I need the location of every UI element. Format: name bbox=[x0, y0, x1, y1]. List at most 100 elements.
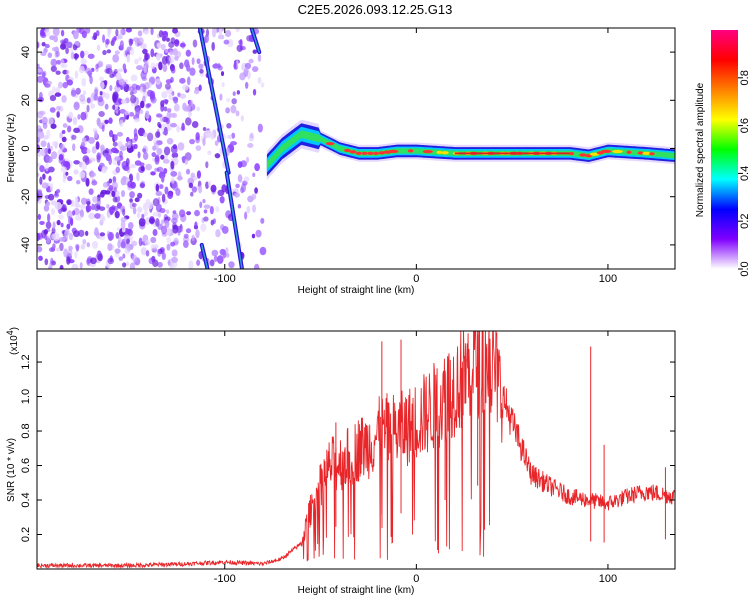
spectrogram-speckle bbox=[112, 54, 120, 63]
spectrogram-speckle bbox=[53, 232, 60, 241]
spectrogram-speckle bbox=[138, 56, 142, 62]
spectrogram-speckle bbox=[252, 172, 256, 178]
spectrogram-hotspot bbox=[355, 151, 362, 155]
spectrogram-speckle bbox=[171, 256, 178, 263]
spectrogram-speckle bbox=[161, 55, 168, 65]
spectrogram-speckle bbox=[114, 248, 121, 254]
spectrogram-speckle bbox=[104, 148, 110, 155]
spectrogram-speckle bbox=[122, 253, 126, 259]
spectrogram-speckle bbox=[66, 125, 72, 133]
spectrogram-speckle bbox=[187, 177, 195, 185]
spectrogram-speckle bbox=[93, 86, 99, 95]
snr-y-tick-label: 1.2 bbox=[20, 354, 32, 369]
spectrogram-speckle bbox=[248, 58, 254, 64]
spectrogram-speckle bbox=[59, 58, 65, 68]
spectrogram-speckle bbox=[37, 232, 41, 242]
spectrogram-y-tick-label: 40 bbox=[20, 46, 32, 58]
spectrogram-speckle bbox=[90, 103, 96, 109]
spectrogram-speckle bbox=[152, 145, 157, 151]
spectrogram-speckle bbox=[71, 134, 77, 140]
spectrogram-speckle bbox=[107, 257, 115, 265]
spectrogram-speckle bbox=[195, 229, 200, 239]
spectrogram-speckle bbox=[105, 38, 110, 45]
spectrogram-speckle bbox=[62, 176, 67, 183]
spectrogram-speckle bbox=[79, 209, 84, 218]
spectrogram-speckle bbox=[198, 84, 202, 92]
spectrogram-speckle bbox=[209, 259, 215, 267]
spectrogram-speckle bbox=[113, 134, 118, 141]
spectrogram-speckle bbox=[148, 201, 153, 210]
spectrogram-speckle bbox=[191, 121, 199, 128]
spectrogram-speckle bbox=[246, 205, 251, 214]
spectrogram-speckle bbox=[162, 130, 169, 136]
spectrogram-speckle bbox=[137, 206, 143, 213]
spectrogram-speckle bbox=[117, 240, 121, 249]
spectrogram-speckle bbox=[60, 222, 64, 228]
spectrogram-speckle bbox=[114, 210, 120, 219]
spectrogram-speckle bbox=[104, 103, 109, 110]
spectrogram-speckle bbox=[128, 111, 135, 117]
spectrogram-speckle bbox=[232, 91, 236, 96]
spectrogram-speckle bbox=[47, 213, 51, 223]
spectrogram-speckle bbox=[161, 252, 166, 261]
spectrogram-speckle bbox=[75, 243, 80, 250]
snr-marks bbox=[37, 331, 675, 569]
spectrogram-speckle bbox=[137, 37, 144, 45]
spectrogram-speckle bbox=[189, 67, 196, 76]
spectrogram-speckle bbox=[74, 70, 79, 79]
spectrogram-speckle bbox=[161, 225, 167, 235]
spectrogram-speckle bbox=[170, 76, 174, 83]
spectrogram-speckle bbox=[185, 49, 192, 57]
spectrogram-speckle bbox=[166, 37, 170, 42]
spectrogram-speckle bbox=[159, 184, 164, 190]
spectrogram-speckle bbox=[52, 140, 59, 147]
figure-title: C2E5.2026.093.12.25.G13 bbox=[298, 2, 453, 17]
spectrogram-speckle bbox=[171, 112, 178, 118]
spectrogram-speckle bbox=[125, 28, 132, 33]
spectrogram-speckle bbox=[37, 162, 42, 167]
spectrogram-speckle bbox=[93, 32, 98, 40]
spectrogram-speckle bbox=[105, 63, 113, 69]
spectrogram-speckle bbox=[100, 144, 105, 151]
spectrogram-speckle bbox=[97, 196, 101, 206]
spectrogram-speckle bbox=[107, 243, 113, 252]
spectrogram-speckle bbox=[129, 191, 135, 199]
spectrogram-speckle bbox=[185, 63, 191, 72]
spectrogram-speckle bbox=[257, 123, 263, 133]
spectrogram-speckle bbox=[179, 94, 186, 99]
spectrogram-speckle bbox=[195, 145, 202, 151]
spectrogram-speckle bbox=[104, 119, 109, 125]
spectrogram-speckle bbox=[158, 30, 164, 38]
colorbar-tick-label: 0.8 bbox=[739, 70, 750, 85]
spectrogram-speckle bbox=[144, 53, 149, 61]
spectrogram-speckle bbox=[163, 146, 171, 156]
spectrogram-hotspot bbox=[642, 151, 651, 155]
spectrogram-speckle bbox=[181, 122, 185, 131]
spectrogram-speckle bbox=[164, 83, 171, 90]
spectrogram-hotspot bbox=[349, 150, 357, 154]
spectrogram-speckle bbox=[155, 78, 161, 85]
spectrogram-speckle bbox=[56, 111, 60, 118]
spectrogram-speckle bbox=[63, 248, 69, 258]
spectrogram-speckle bbox=[156, 147, 163, 155]
spectrogram-speckle bbox=[211, 41, 215, 51]
spectrogram-speckle bbox=[50, 257, 54, 266]
spectrogram-speckle bbox=[72, 143, 76, 152]
spectrogram-speckle bbox=[122, 262, 127, 268]
spectrogram-speckle bbox=[189, 99, 194, 108]
spectrogram-y-tick-label: 0 bbox=[20, 145, 32, 151]
spectrogram-speckle bbox=[249, 132, 254, 139]
snr-x-tick-label: 0 bbox=[413, 573, 419, 585]
spectrogram-speckle bbox=[260, 217, 265, 224]
spectrogram-hotspot bbox=[579, 153, 587, 157]
spectrogram-speckle bbox=[142, 202, 149, 211]
spectrogram-speckle bbox=[116, 131, 124, 137]
spectrogram-speckle bbox=[166, 111, 172, 120]
spectrogram-speckle bbox=[144, 239, 151, 246]
spectrogram-speckle bbox=[199, 201, 203, 209]
spectrogram-speckle bbox=[129, 91, 134, 96]
spectrogram-speckle bbox=[58, 214, 64, 220]
spectrogram-speckle bbox=[40, 147, 47, 157]
spectrogram-speckle bbox=[121, 190, 126, 198]
spectrogram-speckle bbox=[39, 220, 45, 226]
